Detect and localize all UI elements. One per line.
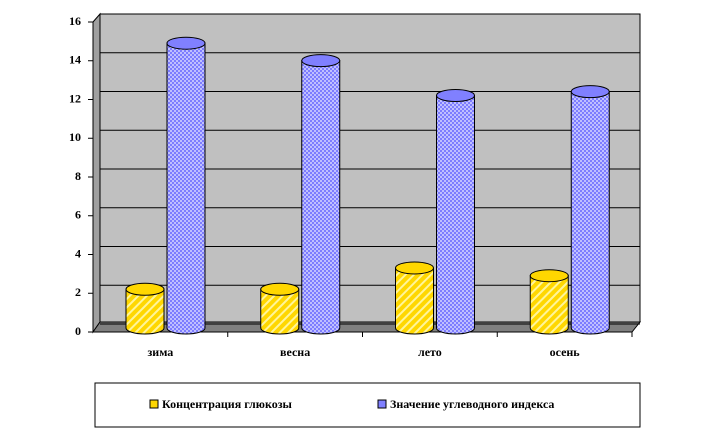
legend-swatch	[377, 399, 387, 409]
x-tick-label: весна	[280, 345, 310, 359]
y-tick-label: 2	[75, 285, 81, 299]
legend-label: Концентрация глюкозы	[162, 397, 293, 411]
y-tick-label: 12	[69, 91, 81, 105]
bar	[529, 269, 569, 335]
bar	[570, 85, 610, 335]
legend-box	[94, 382, 641, 428]
bar-top	[125, 282, 165, 296]
bar-body	[125, 288, 165, 335]
bar-top	[570, 85, 610, 99]
bar-body	[260, 288, 300, 335]
bar-body	[436, 95, 475, 335]
bar	[301, 54, 341, 335]
legend-swatch	[149, 399, 159, 409]
side-wall	[92, 12, 101, 334]
bar	[125, 282, 165, 335]
y-tick-label: 4	[75, 246, 81, 260]
bar-body	[166, 42, 206, 335]
bar-top	[260, 282, 300, 296]
bar	[260, 282, 300, 335]
y-tick-label: 0	[75, 324, 81, 338]
bar-body	[395, 267, 434, 335]
y-tick-label: 14	[69, 53, 81, 67]
y-tick-label: 8	[75, 169, 81, 183]
y-tick-label: 6	[75, 208, 81, 222]
bar-top	[301, 54, 341, 68]
x-tick-label: осень	[550, 345, 581, 359]
y-tick-label: 16	[69, 14, 81, 28]
bar-top	[395, 261, 434, 275]
bar	[395, 261, 434, 335]
y-tick-label: 10	[69, 130, 81, 144]
bar-body	[570, 91, 610, 335]
bar	[436, 89, 475, 335]
legend-label: Значение углеводного индекса	[390, 397, 554, 411]
bar-top	[529, 269, 569, 283]
bar-top	[166, 36, 206, 50]
bar-body	[529, 275, 569, 335]
x-tick-label: зима	[147, 345, 173, 359]
bar-top	[436, 89, 475, 102]
x-tick-label: лето	[418, 345, 442, 359]
bar-body	[301, 60, 341, 335]
bar	[166, 36, 206, 335]
